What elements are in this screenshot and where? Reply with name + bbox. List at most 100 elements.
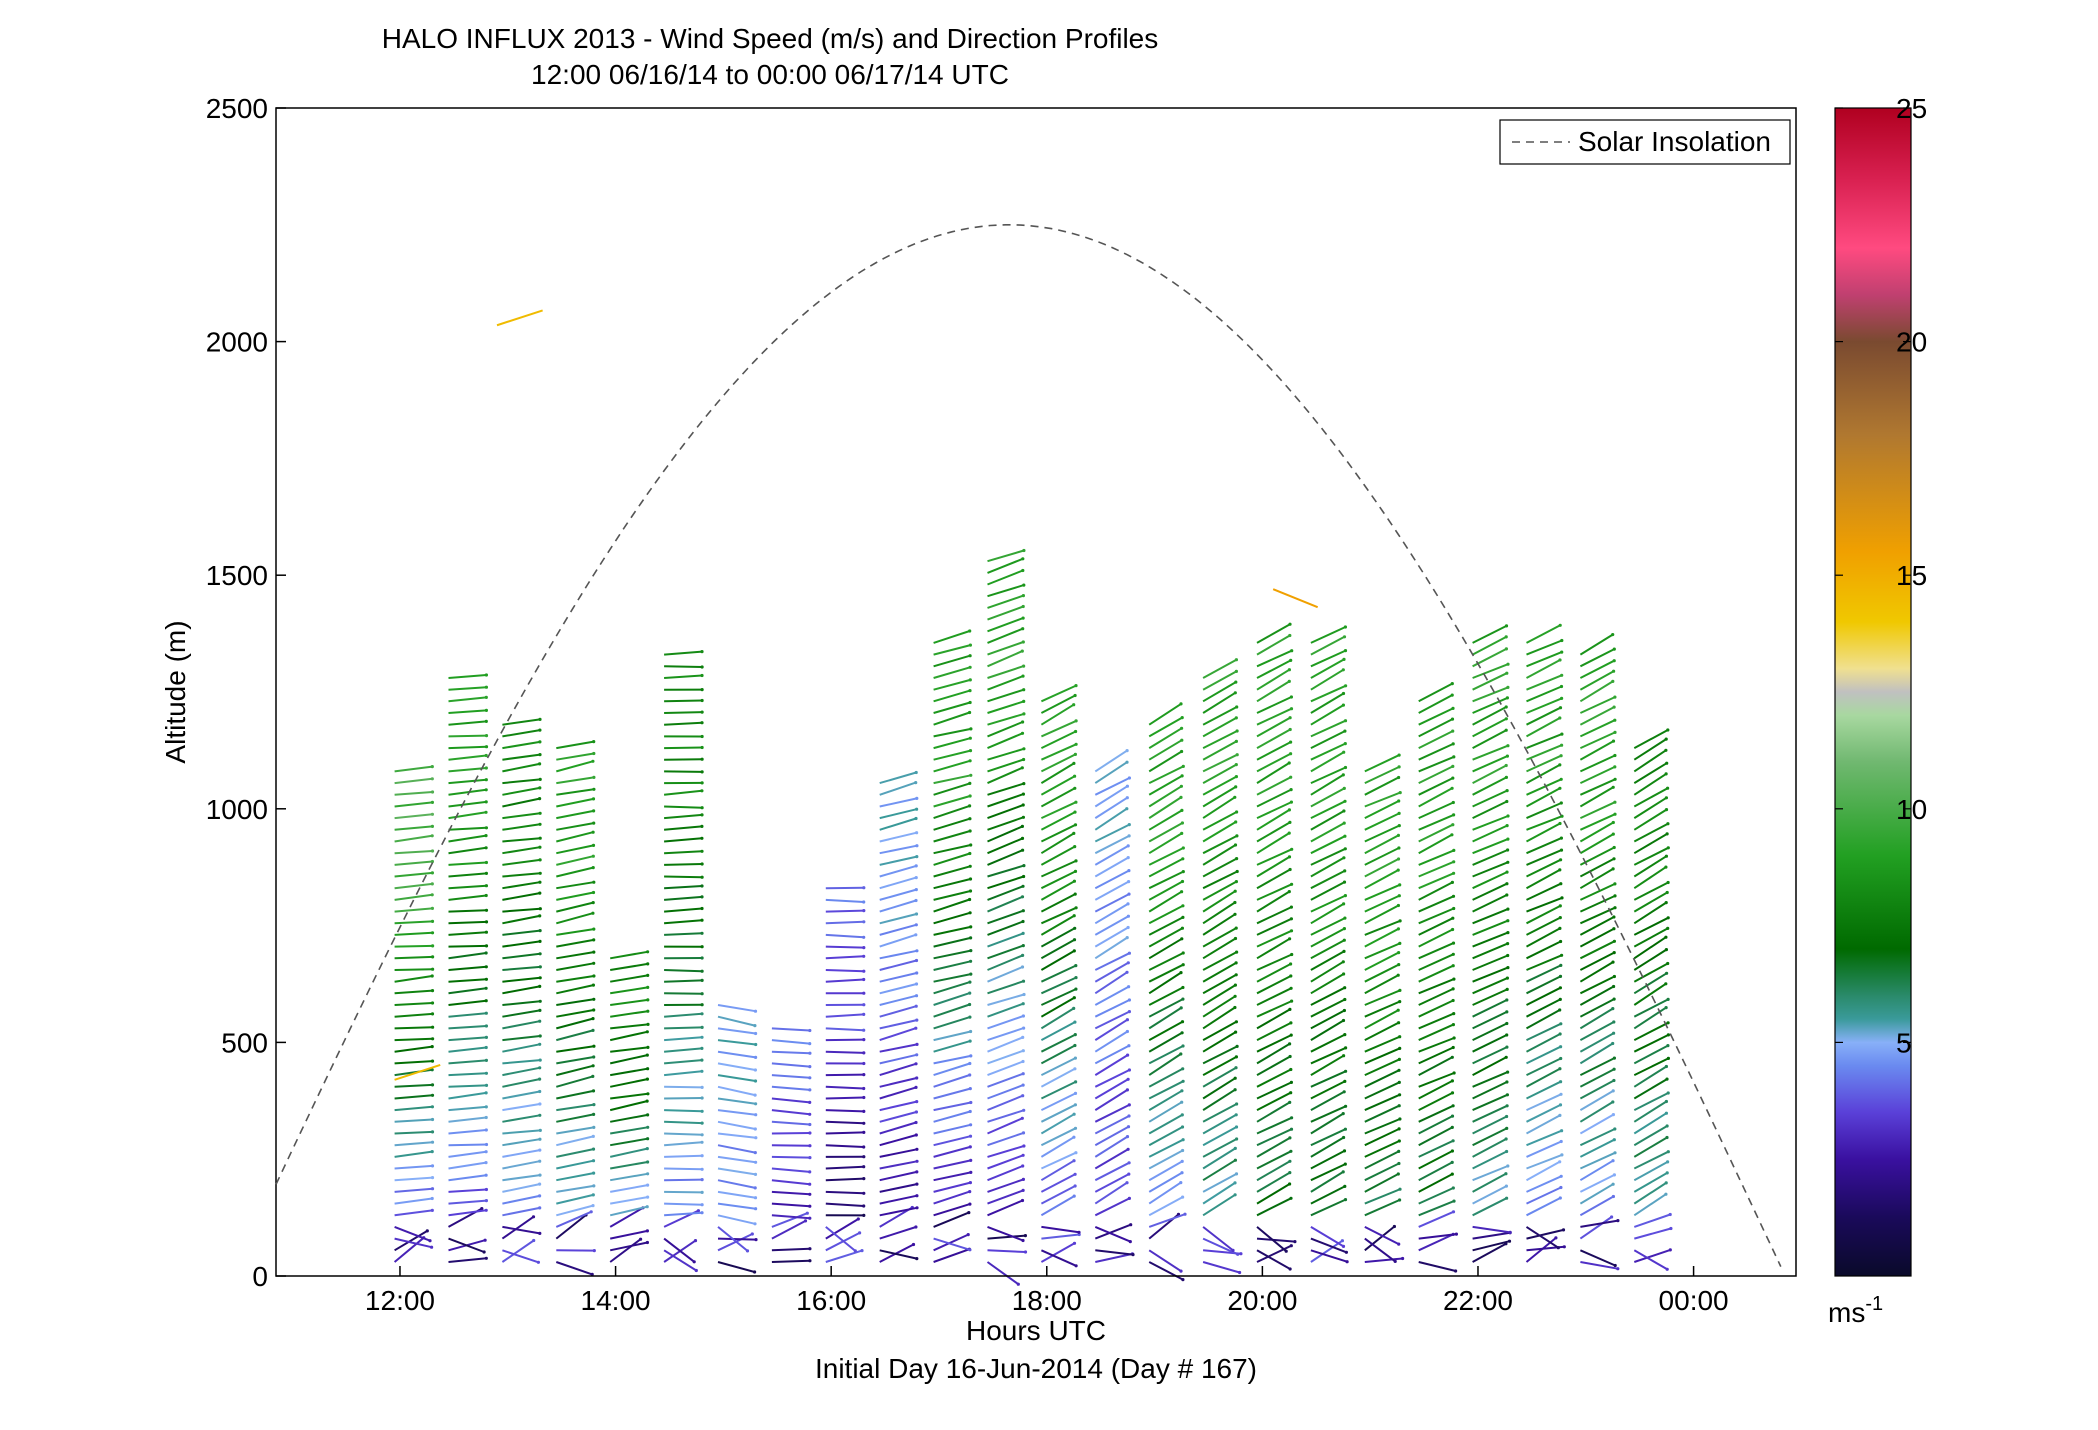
wind-barb: [718, 1017, 755, 1026]
wind-barb-tip: [862, 1145, 865, 1148]
wind-barb: [502, 813, 540, 818]
wind-barb: [664, 1027, 702, 1028]
wind-barb-tip: [808, 1205, 811, 1208]
wind-barb-tip: [431, 1045, 434, 1048]
wind-barb: [880, 1172, 917, 1180]
wind-barb-tip: [1559, 904, 1562, 907]
wind-barb-tip: [431, 931, 434, 934]
wind-barb-tip: [1234, 1147, 1237, 1150]
wind-barb-tip: [1451, 881, 1454, 884]
wind-barb-tip: [701, 1096, 704, 1099]
wind-barb: [718, 1262, 755, 1272]
wind-barb: [934, 1213, 969, 1227]
wind-barb-tip: [1343, 939, 1346, 942]
wind-barb: [556, 1215, 586, 1239]
wind-barb: [1311, 1250, 1347, 1261]
wind-barb-tip: [1559, 1196, 1562, 1199]
wind-barb-tip: [485, 1188, 488, 1191]
wind-barb: [449, 1175, 487, 1180]
wind-barb-tip: [592, 1172, 595, 1175]
wind-barb: [1473, 921, 1508, 935]
wind-barb: [1634, 1113, 1666, 1133]
wind-barb: [610, 1094, 648, 1099]
wind-barb: [1419, 835, 1452, 853]
wind-barb-tip: [1343, 730, 1346, 733]
wind-barb: [1580, 1033, 1613, 1052]
wind-barb: [934, 680, 971, 690]
wind-barb: [934, 913, 971, 924]
wind-barb: [610, 1047, 648, 1051]
wind-barb: [718, 1180, 755, 1188]
wind-barb: [1149, 786, 1181, 806]
wind-barb: [880, 809, 917, 818]
wind-barb: [664, 1087, 702, 1088]
wind-barb-tip: [1613, 1151, 1616, 1154]
wind-barb: [1257, 870, 1290, 889]
wind-barb-tip: [1288, 1171, 1291, 1174]
wind-barb-tip: [1558, 763, 1561, 766]
wind-barb-tip: [592, 891, 595, 894]
wind-barb-tip: [1665, 1100, 1668, 1103]
wind-barb-tip: [915, 994, 918, 997]
wind-barb-tip: [431, 777, 434, 780]
wind-barb-tip: [1022, 1144, 1025, 1147]
wind-barb: [1580, 1217, 1611, 1239]
wind-barb-tip: [701, 758, 704, 761]
wind-barb: [718, 1134, 756, 1138]
wind-barb-tip: [1022, 875, 1025, 878]
wind-barb-tip: [485, 766, 488, 769]
wind-barb-tip: [1234, 890, 1237, 893]
wind-barb-tip: [1666, 787, 1669, 790]
wind-barb-tip: [1022, 793, 1025, 796]
wind-barb: [449, 1060, 487, 1063]
wind-barb-tip: [1342, 658, 1345, 661]
wind-barb: [556, 832, 593, 841]
wind-barb-tip: [592, 998, 595, 1001]
legend: Solar Insolation: [1500, 120, 1790, 164]
wind-barb-tip: [701, 806, 704, 809]
wind-barb-tip: [862, 1087, 865, 1090]
wind-barb-tip: [431, 1150, 434, 1153]
wind-barb-tip: [592, 855, 595, 858]
wind-barb-tip: [862, 1122, 865, 1125]
wind-barb: [395, 884, 433, 888]
wind-barb-tip: [1072, 1136, 1075, 1139]
wind-barb: [988, 690, 1024, 702]
wind-barb: [556, 1114, 593, 1121]
wind-barb-tip: [1506, 988, 1509, 991]
wind-barb-tip: [1667, 916, 1670, 919]
wind-barb-tip: [431, 813, 434, 816]
wind-barb-tip: [1127, 1148, 1130, 1151]
wind-barb-tip: [1021, 1164, 1024, 1167]
wind-barb-tip: [1454, 1269, 1457, 1272]
wind-barb-tip: [1290, 801, 1293, 804]
wind-barb: [934, 796, 971, 807]
wind-barb-tip: [862, 1155, 865, 1158]
wind-barb-tip: [1560, 1153, 1563, 1156]
wind-barb-tip: [1289, 741, 1292, 744]
wind-barb: [664, 791, 702, 795]
wind-barb: [449, 886, 487, 889]
wind-barb: [610, 1197, 647, 1204]
wind-barb-tip: [539, 1129, 542, 1132]
wind-barb-tip: [1664, 749, 1667, 752]
wind-barb-tip: [1505, 1056, 1508, 1059]
wind-barb-tip: [693, 1260, 696, 1263]
wind-barb-tip: [1343, 927, 1346, 930]
wind-barb-tip: [701, 1178, 704, 1181]
wind-barb-tip: [1022, 980, 1025, 983]
wind-barb: [502, 755, 540, 760]
wind-barb-tip: [592, 822, 595, 825]
wind-barb-tip: [915, 1257, 918, 1260]
wind-barb-tip: [485, 686, 488, 689]
wind-barb: [556, 963, 593, 970]
wind-barb-tip: [701, 979, 704, 982]
wind-barb: [1257, 939, 1290, 959]
wind-barb-tip: [1666, 1044, 1669, 1047]
wind-barb-tip: [1127, 893, 1130, 896]
wind-barb: [826, 1014, 864, 1016]
wind-barb-tip: [592, 951, 595, 954]
colorbar-unit: ms-1: [1828, 1293, 1883, 1328]
wind-barb-tip: [1452, 1012, 1455, 1015]
